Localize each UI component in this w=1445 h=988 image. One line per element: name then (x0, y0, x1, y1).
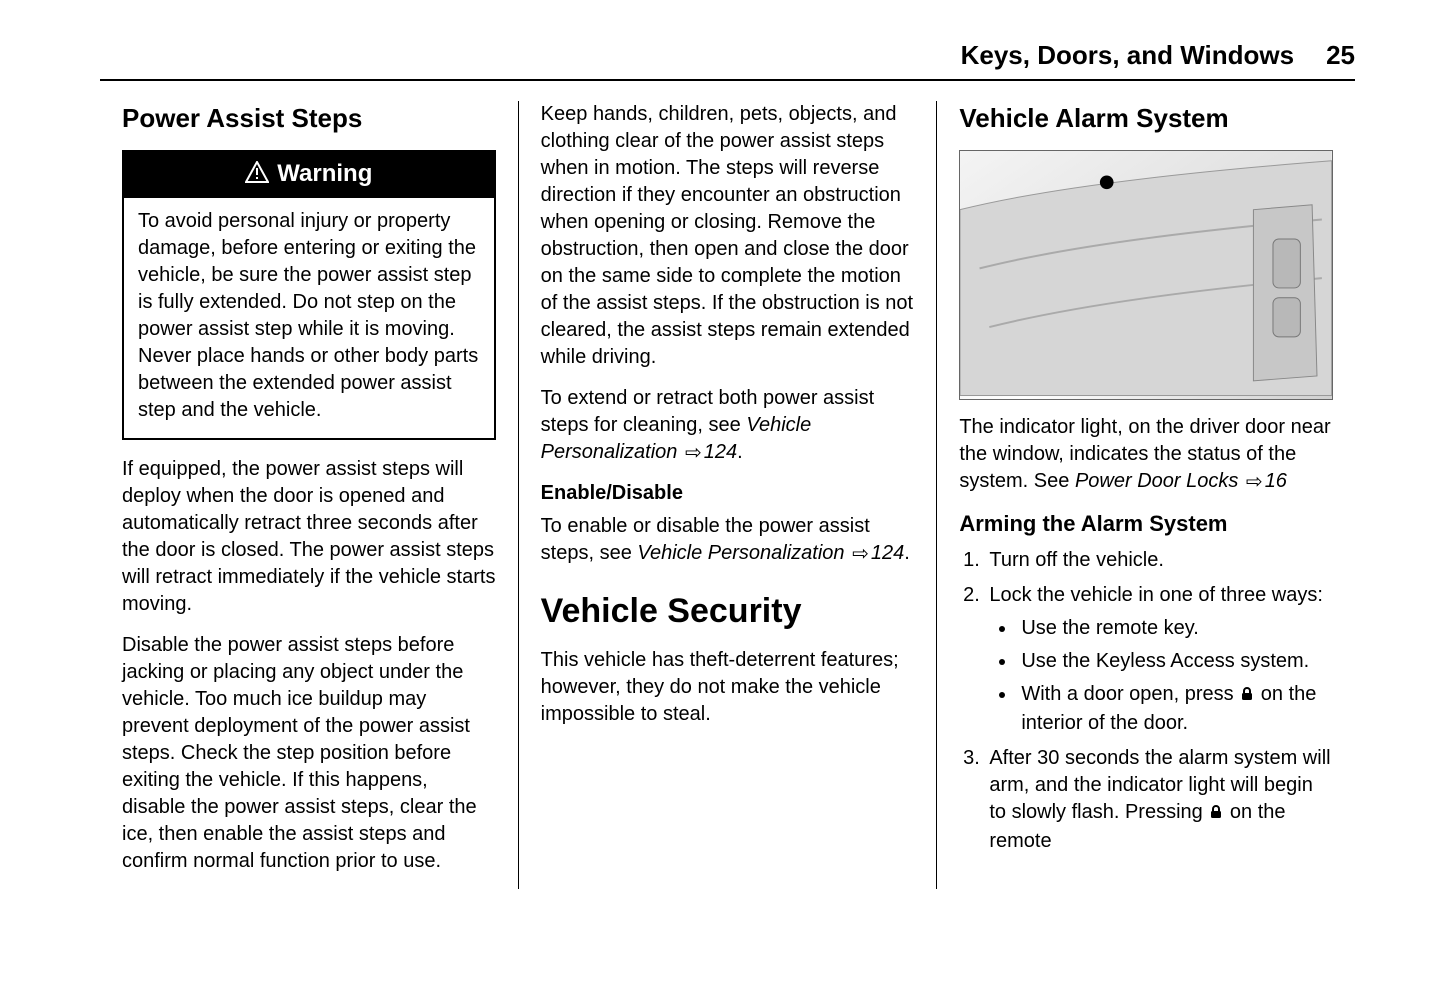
caption-ref: Power Door Locks (1075, 470, 1238, 492)
warning-label: Warning (277, 160, 372, 187)
arming-heading: Arming the Alarm System (959, 509, 1333, 539)
col2-p3-page: 124 (871, 542, 904, 564)
caption-page: 16 (1265, 470, 1287, 492)
col2-p2-post: . (737, 441, 743, 463)
col2-p3-post: . (904, 542, 910, 564)
step-3: After 30 seconds the alarm system will a… (985, 745, 1333, 855)
content-columns: Power Assist Steps Warning To avoid pers… (100, 101, 1355, 889)
door-panel-svg (960, 151, 1332, 396)
warning-triangle-icon (245, 160, 269, 192)
column-1: Power Assist Steps Warning To avoid pers… (100, 101, 518, 889)
step-1: Turn off the vehicle. (985, 547, 1333, 574)
reference-arrow-icon: ⇨ (1246, 469, 1263, 496)
manual-page: Keys, Doors, and Windows 25 Power Assist… (0, 0, 1445, 988)
col1-paragraph-2: Disable the power assist steps before ja… (122, 632, 496, 875)
bullet-keyless: Use the Keyless Access system. (1017, 648, 1333, 675)
col2-paragraph-4: This vehicle has theft-deterrent feature… (541, 647, 915, 728)
illustration-caption: The indicator light, on the driver door … (959, 414, 1333, 495)
col2-p3-ref: Vehicle Personalization (637, 542, 844, 564)
bullet-remote-key: Use the remote key. (1017, 615, 1333, 642)
power-assist-heading: Power Assist Steps (122, 101, 496, 136)
alarm-system-heading: Vehicle Alarm System (959, 101, 1333, 136)
page-header: Keys, Doors, and Windows 25 (100, 40, 1355, 81)
reference-arrow-icon: ⇨ (685, 440, 702, 467)
vehicle-security-heading: Vehicle Security (541, 589, 915, 635)
lock-icon (1208, 801, 1224, 828)
col2-paragraph-2: To extend or retract both power assist s… (541, 385, 915, 466)
col2-paragraph-1: Keep hands, children, pets, objects, and… (541, 101, 915, 371)
arming-steps-list: Turn off the vehicle. Lock the vehicle i… (959, 547, 1333, 855)
col1-paragraph-1: If equipped, the power assist steps will… (122, 456, 496, 618)
bullet-3-pre: With a door open, press (1021, 683, 1239, 705)
step-2-text: Lock the vehicle in one of three ways: (989, 584, 1323, 606)
door-indicator-illustration (959, 150, 1333, 400)
bullet-door-lock: With a door open, press on the interior … (1017, 681, 1333, 737)
warning-header: Warning (124, 152, 494, 198)
step-2: Lock the vehicle in one of three ways: U… (985, 582, 1333, 737)
enable-disable-heading: Enable/Disable (541, 480, 915, 507)
lock-icon (1239, 683, 1255, 710)
col2-p2-text: To extend or retract both power assist s… (541, 387, 875, 436)
column-2: Keep hands, children, pets, objects, and… (518, 101, 937, 889)
col2-paragraph-3: To enable or disable the power assist st… (541, 513, 915, 567)
column-3: Vehicle Alarm System (936, 101, 1355, 889)
reference-arrow-icon: ⇨ (852, 541, 869, 568)
warning-body: To avoid personal injury or property dam… (124, 198, 494, 438)
section-title: Keys, Doors, and Windows (961, 40, 1294, 71)
col2-p2-page: 124 (704, 441, 737, 463)
warning-box: Warning To avoid personal injury or prop… (122, 150, 496, 440)
step-2-bullets: Use the remote key. Use the Keyless Acce… (989, 615, 1333, 737)
page-number: 25 (1326, 40, 1355, 71)
